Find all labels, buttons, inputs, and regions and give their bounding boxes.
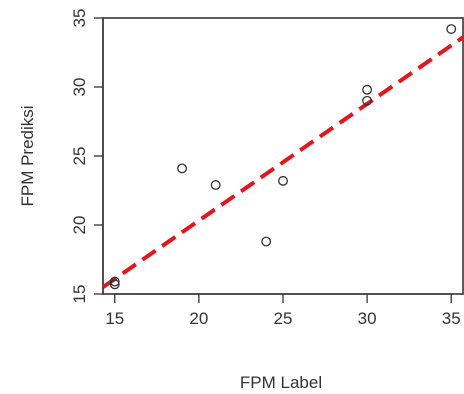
y-axis: 15 20 25 30 35 xyxy=(70,9,104,304)
data-point xyxy=(177,163,188,174)
data-point xyxy=(362,84,373,95)
x-axis: 15 20 25 30 35 xyxy=(105,293,461,328)
x-tick-label: 25 xyxy=(274,309,293,328)
points-group xyxy=(109,24,457,290)
fit-line xyxy=(101,35,464,289)
data-point xyxy=(109,279,120,290)
y-tick-label: 20 xyxy=(70,216,89,235)
x-tick-label: 15 xyxy=(105,309,124,328)
x-tick-label: 35 xyxy=(442,309,461,328)
x-tick-label: 30 xyxy=(358,309,377,328)
data-point xyxy=(362,95,373,106)
data-point xyxy=(261,236,272,247)
y-tick-label: 25 xyxy=(70,147,89,166)
x-axis-title: FPM Label xyxy=(240,373,322,392)
data-point xyxy=(446,24,457,34)
fit-line-group xyxy=(101,35,464,289)
y-tick-label: 15 xyxy=(70,285,89,304)
x-tick-label: 20 xyxy=(189,309,208,328)
data-point xyxy=(109,276,120,287)
y-tick-label: 30 xyxy=(70,78,89,97)
y-tick-label: 35 xyxy=(70,9,89,28)
data-point xyxy=(278,175,288,186)
data-point xyxy=(210,180,221,190)
y-axis-title: FPM Prediksi xyxy=(18,105,37,206)
plot-frame xyxy=(102,17,464,295)
